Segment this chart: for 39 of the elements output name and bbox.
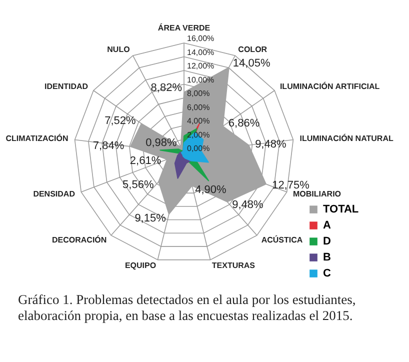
spoke-label: ÁREA VERDE [158, 22, 211, 33]
spoke-label: ILUMINACIÓN ARTIFICIAL [280, 80, 380, 91]
y-tick-label: 12,00% [187, 62, 214, 70]
spoke-label: ACÚSTICA [261, 234, 303, 244]
y-tick-label: 2,00% [187, 130, 210, 140]
spoke-label: DENSIDAD [33, 189, 76, 198]
spoke-label: IDENTIDAD [44, 82, 88, 91]
data-label: 6,86% [228, 118, 260, 130]
y-tick-label: 14,00% [187, 48, 214, 57]
text: Gráfico 1. Problemas detectados en el aula por los estudiantes, elaboración propia, en base a las encuestas realizadas el 2015. [18, 292, 357, 324]
spoke-label: DECORACIÓN [52, 234, 107, 244]
y-tick-label: 16,00% [187, 34, 214, 43]
spoke-label: CLIMATIZACIÓN [6, 132, 68, 143]
data-label: 9,15% [134, 212, 166, 224]
y-tick-label: 10,00% [187, 75, 214, 84]
data-label: 12,75% [272, 180, 310, 192]
data-label: 8,82% [150, 82, 182, 94]
y-tick-label: 4,00% [187, 116, 210, 126]
spoke-label: MOBILIARIO [293, 189, 342, 198]
legend-label: TOTAL [323, 204, 359, 216]
spoke-label: COLOR [238, 44, 268, 54]
spoke-label: NULO [107, 44, 130, 54]
data-label: 7,84% [92, 140, 124, 152]
legend-label: B [323, 252, 331, 264]
data-label: 14,05% [232, 58, 270, 70]
y-tick-label: 6,00% [187, 102, 210, 112]
data-label: 5,56% [122, 178, 154, 191]
spoke-label: TEXTURAS [212, 261, 256, 270]
legend-label: D [323, 236, 331, 248]
data-label: 7,52% [104, 115, 136, 128]
data-label: 0,98% [146, 137, 178, 150]
legend-label: A [323, 220, 331, 232]
data-label: 9,48% [232, 199, 264, 212]
legend-label: C [323, 268, 331, 280]
y-tick-label: 8,00% [187, 89, 210, 98]
data-label: 9,48% [255, 138, 286, 151]
spoke-label: EQUIPO [124, 261, 156, 270]
spoke-label: ILUMINACIÓN NATURAL [300, 132, 394, 143]
data-label: 2,61% [130, 154, 162, 167]
